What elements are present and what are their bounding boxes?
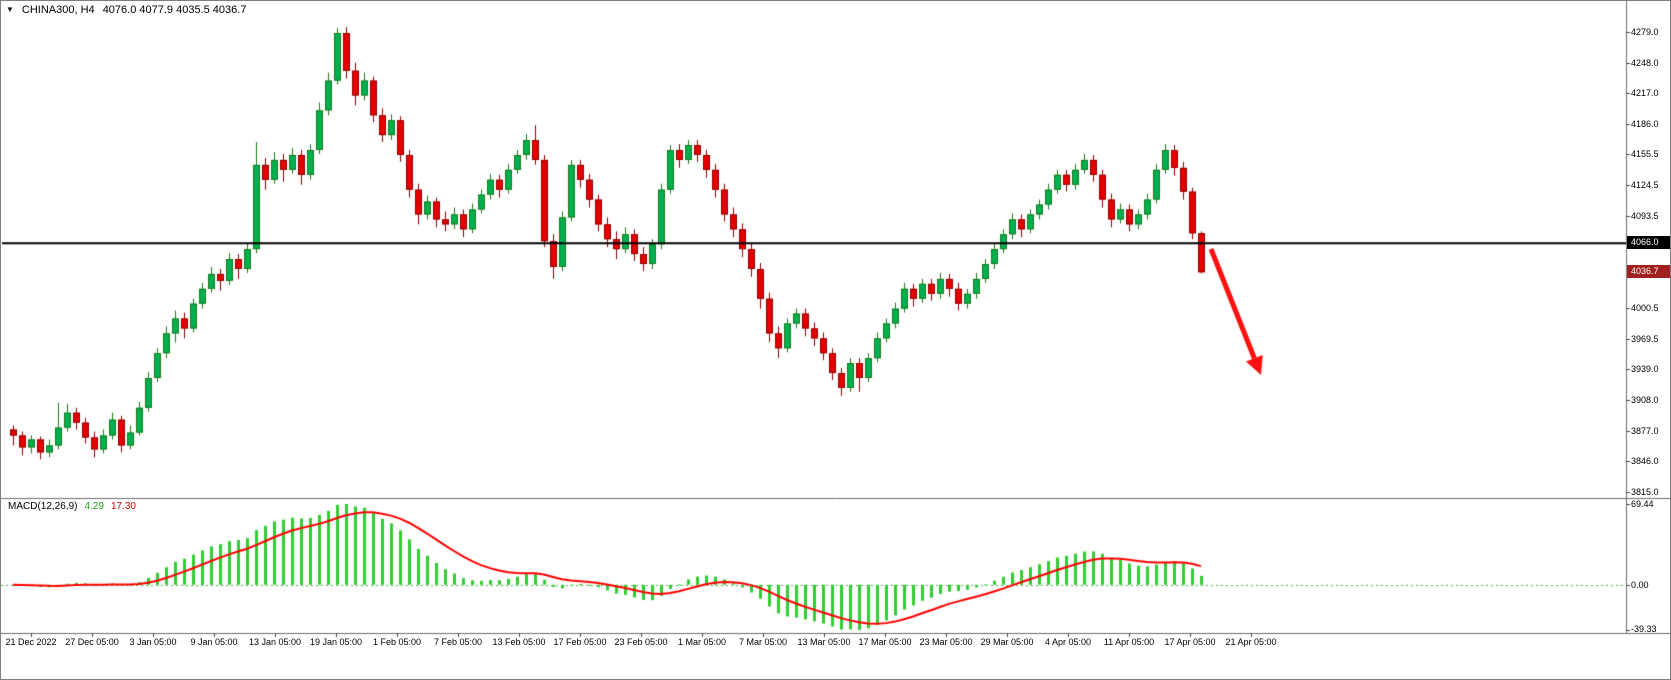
price-axis-label: 4093.5	[1631, 210, 1659, 221]
date-axis-label: 27 Dec 05:00	[65, 637, 119, 647]
price-axis-label: 3939.0	[1631, 364, 1659, 375]
price-axis-label: 4279.0	[1631, 27, 1659, 38]
hline-price-tag: 4066.0	[1627, 236, 1670, 250]
macd-indicator-readout: MACD(12,26,9) 4.29 17.30	[8, 501, 136, 512]
price-axis-label: 3877.0	[1631, 425, 1659, 436]
date-axis-label: 13 Jan 05:00	[248, 637, 302, 647]
price-axis-label: 3815.0	[1631, 487, 1659, 498]
date-axis-label: 29 Mar 05:00	[980, 637, 1034, 647]
date-axis-label: 11 Apr 05:00	[1103, 637, 1155, 647]
price-axis-label: 4124.5	[1631, 180, 1659, 191]
ohlc-values: 4076.0 4077.9 4035.5 4036.7	[102, 4, 247, 16]
macd-params-label: MACD(12,26,9)	[8, 501, 78, 512]
collapse-triangle-icon[interactable]: ▼	[6, 5, 14, 14]
date-axis-label: 21 Dec 2022	[5, 637, 57, 647]
date-axis-label: 7 Mar 05:00	[738, 637, 788, 647]
price-axis-label: 4217.0	[1631, 88, 1659, 99]
price-axis-label: 3846.0	[1631, 456, 1659, 467]
date-axis-label: 13 Feb 05:00	[492, 637, 546, 647]
date-axis-label: 23 Feb 05:00	[614, 637, 668, 647]
bid-price-tag: 4036.7	[1627, 265, 1670, 279]
macd-scale-zero-label: 0.00	[1631, 579, 1649, 590]
date-axis-label: 1 Feb 05:00	[372, 637, 422, 647]
price-axis-label: 4000.5	[1631, 303, 1659, 314]
price-axis-label: 4248.0	[1631, 57, 1659, 68]
price-axis-label: 4155.5	[1631, 149, 1659, 160]
price-axis-label: 3969.5	[1631, 333, 1659, 344]
macd-signal-value: 17.30	[110, 501, 136, 512]
symbol-timeframe-label: CHINA300, H4	[21, 4, 95, 16]
date-axis-label: 9 Jan 05:00	[190, 637, 238, 647]
macd-scale-top-label: 69.44	[1631, 499, 1654, 509]
date-axis-label: 17 Feb 05:00	[553, 637, 607, 647]
date-axis-label: 1 Mar 05:00	[677, 637, 727, 647]
date-axis-label: 17 Mar 05:00	[858, 637, 912, 647]
macd-main-value: 4.29	[84, 501, 104, 512]
price-axis-label: 3908.0	[1631, 394, 1659, 405]
date-axis-label: 17 Apr 05:00	[1164, 637, 1216, 647]
date-axis-label: 4 Apr 05:00	[1044, 637, 1092, 647]
ohlc-readout: ▼ CHINA300, H4 4076.0 4077.9 4035.5 4036…	[6, 4, 246, 16]
date-axis-label: 13 Mar 05:00	[797, 637, 851, 647]
date-axis-label: 7 Feb 05:00	[433, 637, 483, 647]
date-axis-label: 3 Jan 05:00	[129, 637, 177, 647]
date-axis-label: 19 Jan 05:00	[309, 637, 363, 647]
price-axis-label: 4186.0	[1631, 119, 1659, 130]
macd-scale-bottom-label: -39.33	[1631, 624, 1657, 634]
date-axis-label: 21 Apr 05:00	[1225, 637, 1277, 647]
date-axis-label: 23 Mar 05:00	[919, 637, 973, 647]
